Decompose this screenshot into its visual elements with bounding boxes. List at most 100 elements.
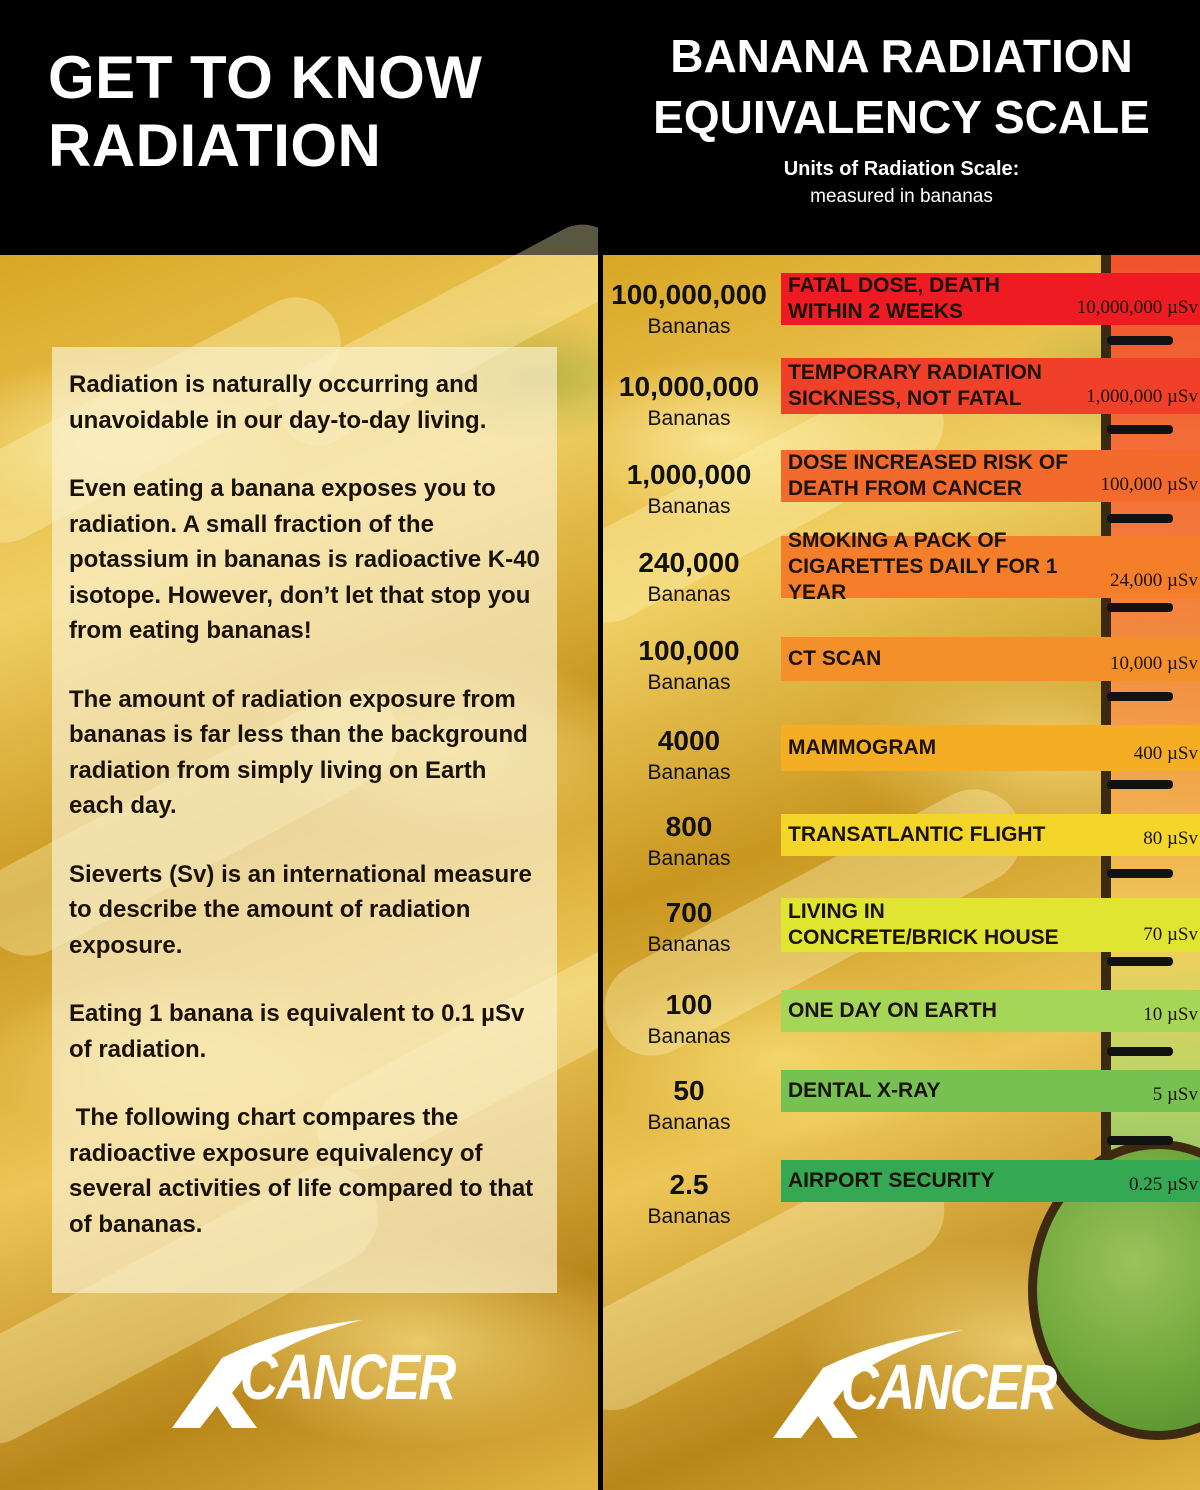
banana-count-label: 240,000 Bananas [603,546,775,610]
scale-tick [1107,780,1173,789]
banana-count-label: 4000 Bananas [603,724,775,788]
banana-count: 2.5 [669,1169,709,1200]
scale-title: BANANA RADIATION EQUIVALENCY SCALE [653,30,1150,143]
scale-tick [1107,425,1173,434]
banana-count: 100 [665,989,713,1020]
activity-label: DENTAL X-RAY [788,1079,941,1102]
thermometer-tube [1101,255,1111,1155]
banana-count: 10,000,000 [618,371,760,402]
banana-unit: Bananas [647,761,731,784]
dose-value: 24,000 µSv [1109,570,1198,591]
panel-divider [598,0,603,1490]
scale-subtitle-bold: Units of Radiation Scale: [783,158,1020,180]
right-header [603,0,1200,255]
scale-tick [1107,957,1173,966]
banana-unit: Bananas [647,407,731,430]
dose-value: 10,000 µSv [1109,653,1198,674]
left-header [0,0,598,255]
scale-bar: TRANSATLANTIC FLIGHT 80 µSv [781,814,1200,856]
activity-label: AIRPORT SECURITY [788,1169,995,1192]
activity-label: DOSE INCREASED RISK OF DEATH FROM CANCER [788,451,1069,500]
banana-count-label: 50 Bananas [603,1074,775,1138]
activity-label: TRANSATLANTIC FLIGHT [788,823,1046,846]
activity-label: SMOKING A PACK OF CIGARETTES DAILY FOR 1… [788,529,1058,604]
banana-unit: Bananas [647,1025,731,1048]
banana-unit: Bananas [647,1205,731,1228]
banana-unit: Bananas [647,933,731,956]
banana-unit: Bananas [647,315,731,338]
banana-count: 4000 [657,725,721,756]
scale-bar: LIVING IN CONCRETE/BRICK HOUSE 70 µSv [781,898,1200,952]
scale-bar: MAMMOGRAM 400 µSv [781,725,1200,771]
info-paragraph: The amount of radiation exposure from ba… [69,685,535,820]
banana-count: 100,000 [638,635,740,666]
scale-tick [1107,869,1173,878]
right-panel: BANANA RADIATION EQUIVALENCY SCALE Units… [603,0,1200,1490]
activity-label: ONE DAY ON EARTH [788,999,997,1022]
activity-label: CT SCAN [788,647,882,670]
dose-value: 1,000,000 µSv [1086,386,1198,407]
xcancer-logo: CANCER [162,1318,462,1428]
scale-tick [1107,692,1173,701]
activity-label: FATAL DOSE, DEATH WITHIN 2 WEEKS [788,274,1000,323]
dose-value: 0.25 µSv [1128,1174,1198,1195]
activity-label: LIVING IN CONCRETE/BRICK HOUSE [788,900,1059,949]
scale-tick [1107,1136,1173,1145]
banana-count: 100,000,000 [611,279,767,310]
banana-count-label: 100 Bananas [603,988,775,1052]
banana-count: 800 [665,811,713,842]
dose-value: 400 µSv [1133,743,1198,764]
dose-value: 5 µSv [1152,1084,1198,1105]
scale-bar: TEMPORARY RADIATION SICKNESS, NOT FATAL 1… [781,358,1200,414]
scale-bar: FATAL DOSE, DEATH WITHIN 2 WEEKS 10,000,0… [781,273,1200,325]
banana-count-label: 100,000 Bananas [603,634,775,698]
banana-unit: Bananas [647,671,731,694]
dose-value: 100,000 µSv [1100,474,1198,495]
banana-count-label: 100,000,000 Bananas [603,278,775,342]
info-paragraph: Even eating a banana exposes you to radi… [69,475,547,644]
info-paragraph: The following chart compares the radioac… [69,1104,540,1238]
dose-value: 70 µSv [1143,924,1198,945]
banana-count: 1,000,000 [626,459,752,490]
scale-bar: DENTAL X-RAY 5 µSv [781,1070,1200,1112]
x-swoosh-icon [773,1330,963,1438]
banana-count-label: 700 Bananas [603,896,775,960]
banana-count: 240,000 [638,547,740,578]
banana-count: 700 [665,897,713,928]
banana-unit: Bananas [647,847,731,870]
banana-count-label: 800 Bananas [603,810,775,874]
scale-bar: ONE DAY ON EARTH 10 µSv [781,990,1200,1032]
banana-count: 50 [673,1075,705,1106]
banana-unit: Bananas [647,495,731,518]
scale-bar: SMOKING A PACK OF CIGARETTES DAILY FOR 1… [781,529,1200,604]
banana-count-label: 1,000,000 Bananas [603,458,775,522]
dose-value: 10,000,000 µSv [1076,297,1198,318]
scale-tick [1107,514,1173,523]
logo-wordmark: CANCER [240,1341,456,1413]
banana-unit: Bananas [647,1111,731,1134]
page-title: GET TO KNOW RADIATION [48,44,483,179]
xcancer-logo: CANCER [763,1328,1063,1438]
scale-subtitle: measured in bananas [810,186,993,207]
info-paragraph: Eating 1 banana is equivalent to 0.1 µSv… [69,1000,531,1063]
info-paragraph: Sieverts (Sv) is an international measur… [69,860,539,959]
dose-value: 80 µSv [1143,828,1198,849]
scale-bar: AIRPORT SECURITY 0.25 µSv [781,1160,1200,1202]
scale-tick [1107,603,1173,612]
info-paragraph: Radiation is naturally occurring and una… [69,371,487,434]
logo-wordmark: CANCER [841,1351,1057,1423]
info-text-box: Radiation is naturally occurring and una… [52,347,557,1293]
activity-label: TEMPORARY RADIATION SICKNESS, NOT FATAL [788,361,1042,410]
banana-count-label: 2.5 Bananas [603,1168,775,1232]
banana-count-label: 10,000,000 Bananas [603,370,775,434]
banana-unit: Bananas [647,583,731,606]
dose-value: 10 µSv [1143,1004,1198,1025]
scale-tick [1107,336,1173,345]
scale-bar: CT SCAN 10,000 µSv [781,637,1200,681]
activity-label: MAMMOGRAM [788,736,937,759]
x-swoosh-icon [172,1320,362,1428]
left-panel: GET TO KNOW RADIATION Radiation is natur… [0,0,598,1490]
scale-bar: DOSE INCREASED RISK OF DEATH FROM CANCER… [781,450,1200,502]
scale-tick [1107,1047,1173,1056]
